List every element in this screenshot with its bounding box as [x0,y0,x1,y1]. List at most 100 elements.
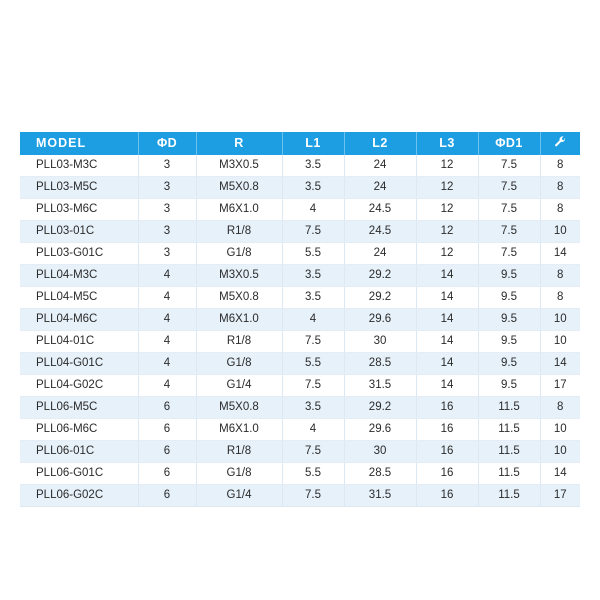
cell-l1: 7.5 [282,220,345,243]
cell-phi_d1: 9.5 [478,374,541,397]
cell-model: PLL03-01C [20,220,139,243]
cell-l3: 12 [416,198,479,221]
cell-l2: 24 [344,155,417,177]
table-row: PLL04-01C 4 R1/8 7.5 30 14 9.5 10 [20,330,580,353]
wrench-icon [554,136,567,149]
cell-hex: 8 [540,155,580,177]
cell-r: M3X0.5 [196,264,283,287]
table-row: PLL03-M5C 3 M5X0.8 3.5 24 12 7.5 8 [20,176,580,199]
cell-phi_d: 6 [138,462,197,485]
cell-phi_d1: 11.5 [478,418,541,441]
cell-l1: 3.5 [282,155,345,177]
cell-l2: 28.5 [344,352,417,375]
cell-l3: 14 [416,352,479,375]
cell-r: G1/8 [196,352,283,375]
table-row: PLL04-M5C 4 M5X0.8 3.5 29.2 14 9.5 8 [20,286,580,309]
cell-phi_d: 4 [138,286,197,309]
cell-l2: 31.5 [344,374,417,397]
cell-l1: 3.5 [282,286,345,309]
cell-phi_d: 6 [138,396,197,419]
cell-l2: 29.6 [344,308,417,331]
cell-model: PLL04-01C [20,330,139,353]
cell-l3: 14 [416,286,479,309]
cell-phi_d: 4 [138,374,197,397]
cell-phi_d: 6 [138,484,197,507]
specification-table: MODEL ΦD R L1 L2 L3 ΦD1 [20,132,580,507]
cell-phi_d1: 11.5 [478,396,541,419]
cell-hex: 10 [540,440,580,463]
cell-l1: 4 [282,418,345,441]
cell-r: G1/8 [196,462,283,485]
cell-model: PLL03-M3C [20,155,139,177]
cell-l3: 12 [416,242,479,265]
cell-hex: 10 [540,330,580,353]
cell-l3: 16 [416,484,479,507]
table-header-row: MODEL ΦD R L1 L2 L3 ΦD1 [20,132,580,155]
table-row: PLL03-G01C 3 G1/8 5.5 24 12 7.5 14 [20,242,580,265]
cell-l3: 12 [416,155,479,177]
cell-model: PLL04-M6C [20,308,139,331]
cell-phi_d: 3 [138,155,197,177]
cell-l1: 3.5 [282,396,345,419]
cell-l1: 7.5 [282,330,345,353]
table-row: PLL06-G01C 6 G1/8 5.5 28.5 16 11.5 14 [20,462,580,485]
table-row: PLL03-01C 3 R1/8 7.5 24.5 12 7.5 10 [20,220,580,243]
column-header-l3: L3 [416,132,479,155]
cell-hex: 10 [540,418,580,441]
cell-model: PLL04-G02C [20,374,139,397]
cell-l2: 29.6 [344,418,417,441]
cell-phi_d: 4 [138,352,197,375]
cell-r: G1/4 [196,484,283,507]
cell-l1: 5.5 [282,242,345,265]
cell-l1: 5.5 [282,462,345,485]
cell-phi_d1: 7.5 [478,198,541,221]
cell-r: M3X0.5 [196,155,283,177]
cell-phi_d: 3 [138,242,197,265]
column-header-l1: L1 [282,132,345,155]
cell-l2: 30 [344,330,417,353]
cell-model: PLL03-G01C [20,242,139,265]
column-header-r: R [196,132,283,155]
table-row: PLL04-G01C 4 G1/8 5.5 28.5 14 9.5 14 [20,352,580,375]
cell-l3: 14 [416,330,479,353]
cell-l2: 29.2 [344,264,417,287]
cell-l3: 12 [416,220,479,243]
cell-l3: 16 [416,418,479,441]
table-row: PLL06-M6C 6 M6X1.0 4 29.6 16 11.5 10 [20,418,580,441]
table-row: PLL06-M5C 6 M5X0.8 3.5 29.2 16 11.5 8 [20,396,580,419]
table-row: PLL04-M6C 4 M6X1.0 4 29.6 14 9.5 10 [20,308,580,331]
cell-l2: 24.5 [344,198,417,221]
cell-l1: 7.5 [282,374,345,397]
cell-hex: 14 [540,352,580,375]
table-row: PLL03-M3C 3 M3X0.5 3.5 24 12 7.5 8 [20,155,580,177]
cell-l2: 30 [344,440,417,463]
cell-phi_d: 6 [138,418,197,441]
cell-l2: 28.5 [344,462,417,485]
cell-model: PLL06-G02C [20,484,139,507]
cell-model: PLL06-01C [20,440,139,463]
cell-hex: 8 [540,264,580,287]
cell-l2: 31.5 [344,484,417,507]
cell-l3: 16 [416,440,479,463]
cell-phi_d1: 7.5 [478,220,541,243]
cell-l2: 29.2 [344,286,417,309]
cell-l1: 3.5 [282,264,345,287]
column-header-l2: L2 [344,132,417,155]
table-row: PLL06-G02C 6 G1/4 7.5 31.5 16 11.5 17 [20,484,580,507]
table-header: MODEL ΦD R L1 L2 L3 ΦD1 [20,132,580,155]
cell-l2: 24 [344,176,417,199]
cell-r: G1/4 [196,374,283,397]
cell-phi_d1: 11.5 [478,484,541,507]
cell-r: M5X0.8 [196,396,283,419]
cell-r: R1/8 [196,220,283,243]
cell-hex: 14 [540,242,580,265]
cell-phi_d: 6 [138,440,197,463]
cell-l2: 24.5 [344,220,417,243]
cell-r: M6X1.0 [196,308,283,331]
cell-model: PLL06-M5C [20,396,139,419]
cell-phi_d1: 9.5 [478,352,541,375]
cell-l1: 4 [282,198,345,221]
cell-l1: 7.5 [282,440,345,463]
cell-l1: 3.5 [282,176,345,199]
